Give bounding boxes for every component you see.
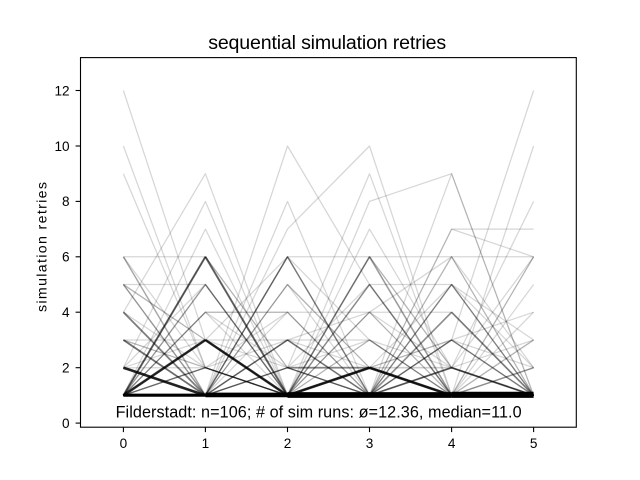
svg-text:10: 10 bbox=[54, 139, 70, 154]
svg-text:sequential simulation retries: sequential simulation retries bbox=[208, 32, 446, 54]
svg-text:4: 4 bbox=[448, 436, 456, 451]
svg-text:3: 3 bbox=[366, 436, 374, 451]
svg-text:6: 6 bbox=[62, 250, 70, 265]
svg-text:8: 8 bbox=[62, 194, 70, 209]
svg-text:2: 2 bbox=[62, 361, 70, 376]
svg-text:4: 4 bbox=[62, 305, 70, 320]
svg-text:1: 1 bbox=[202, 436, 210, 451]
svg-text:12: 12 bbox=[54, 83, 69, 98]
svg-text:simulation retries: simulation retries bbox=[35, 182, 51, 312]
svg-text:2: 2 bbox=[284, 436, 292, 451]
svg-text:0: 0 bbox=[62, 416, 70, 431]
svg-text:5: 5 bbox=[530, 436, 538, 451]
svg-text:0: 0 bbox=[120, 436, 128, 451]
svg-text:Filderstadt: n=106; # of sim r: Filderstadt: n=106; # of sim runs: ø=12.… bbox=[116, 403, 522, 421]
